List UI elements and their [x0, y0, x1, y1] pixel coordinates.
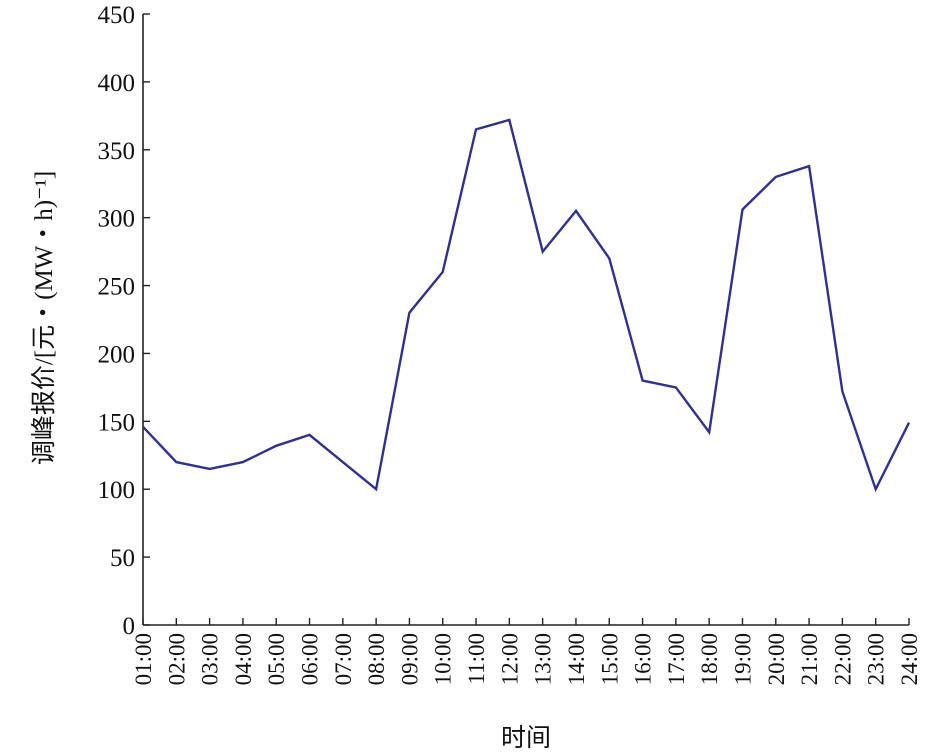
- x-tick-label: 15:00: [597, 633, 622, 685]
- x-tick-label: 02:00: [164, 633, 189, 685]
- series-line-0: [142, 118, 911, 493]
- x-tick-label: 07:00: [331, 633, 356, 685]
- x-tick-label: 08:00: [364, 633, 389, 685]
- x-axis: 01:00 02:00 03:00 04:00 05:00 06:00 07:00 08:00…: [131, 618, 922, 685]
- x-tick-label: 17:00: [664, 633, 689, 685]
- y-tick-label: 450: [98, 2, 136, 29]
- x-tick-label: 24:00: [897, 633, 922, 685]
- x-tick-label: 06:00: [298, 633, 323, 685]
- y-tick-label: 50: [110, 545, 135, 572]
- x-tick-label: 13:00: [531, 633, 556, 685]
- y-tick-label: 300: [98, 206, 136, 233]
- x-tick-label: 12:00: [497, 633, 522, 685]
- x-tick-label: 16:00: [631, 633, 656, 685]
- x-tick-label: 04:00: [231, 633, 256, 685]
- x-tick-label: 10:00: [431, 633, 456, 685]
- y-axis: 0 50 100 150 200 250 300 350 400 450: [98, 2, 150, 640]
- x-tick-label: 18:00: [697, 633, 722, 685]
- y-tick-label: 350: [98, 138, 136, 165]
- x-axis-label: 时间: [501, 724, 551, 752]
- y-tick-label: 100: [98, 477, 136, 504]
- x-tick-label: 09:00: [397, 633, 422, 685]
- y-tick-label: 250: [98, 274, 136, 301]
- y-tick-label: 0: [123, 613, 136, 640]
- y-tick-label: 400: [98, 70, 136, 97]
- plot-area: [142, 118, 911, 493]
- x-tick-label: 01:00: [131, 633, 156, 685]
- x-tick-label: 14:00: [564, 633, 589, 685]
- x-tick-label: 19:00: [730, 633, 755, 685]
- x-tick-label: 03:00: [198, 633, 223, 685]
- y-tick-label: 200: [98, 341, 136, 368]
- x-tick-label: 22:00: [830, 633, 855, 685]
- x-tick-label: 23:00: [864, 633, 889, 685]
- x-tick-label: 20:00: [764, 633, 789, 685]
- x-tick-label: 05:00: [264, 633, 289, 685]
- y-tick-label: 150: [98, 409, 136, 436]
- x-tick-label: 11:00: [464, 633, 489, 685]
- y-axis-label: 调峰报价/[元・(MW・h)⁻¹]: [30, 171, 58, 465]
- x-tick-label: 21:00: [797, 633, 822, 685]
